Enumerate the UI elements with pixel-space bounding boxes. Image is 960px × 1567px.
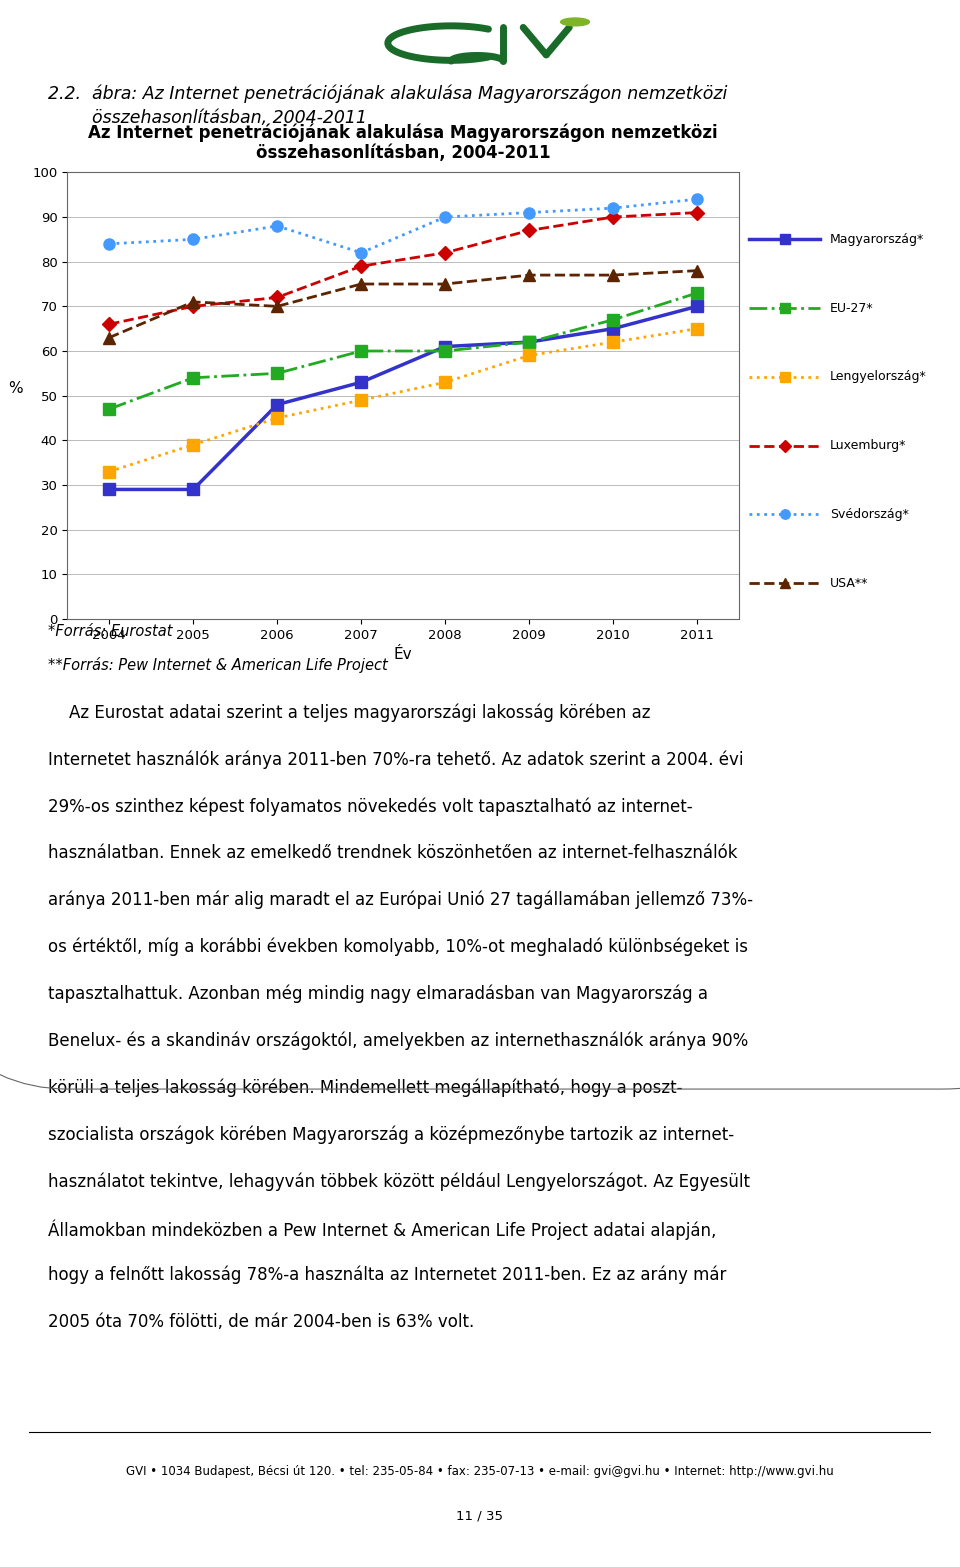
Text: körüli a teljes lakosság körében. Mindemellett megállapítható, hogy a poszt-: körüli a teljes lakosság körében. Mindem… [48,1078,683,1097]
Line: Luxemburg*: Luxemburg* [105,208,702,329]
USA** [440,274,451,293]
Lengyelország* [104,462,115,481]
Svédország* [272,216,283,235]
Lengyelország* [440,373,451,392]
Lengyelország* [187,436,199,454]
Magyarország* [104,480,115,498]
Text: 11 / 35: 11 / 35 [457,1511,503,1523]
Text: 2.2.  ábra: Az Internet penetrációjának alakulása Magyarországon nemzetközi
    : 2.2. ábra: Az Internet penetrációjának a… [48,85,728,127]
Text: EU-27*: EU-27* [829,301,874,315]
Text: *Forrás: Eurostat: *Forrás: Eurostat [48,624,173,639]
Circle shape [561,17,589,25]
Text: **Forrás: Pew Internet & American Life Project: **Forrás: Pew Internet & American Life P… [48,657,388,672]
EU-27* [104,400,115,418]
Lengyelország* [691,320,703,338]
USA** [187,293,199,312]
USA** [272,298,283,317]
Line: USA**: USA** [104,265,703,343]
Text: Luxemburg*: Luxemburg* [829,439,906,453]
Magyarország* [440,337,451,356]
Lengyelország* [355,390,367,409]
Title: Az Internet penetrációjának alakulása Magyarországon nemzetközi
összehasonlításb: Az Internet penetrációjának alakulása Ma… [88,124,718,163]
Text: Svédország*: Svédország* [829,508,909,520]
Text: 2005 óta 70% fölötti, de már 2004-ben is 63% volt.: 2005 óta 70% fölötti, de már 2004-ben is… [48,1313,474,1330]
Luxemburg* [440,243,451,262]
Text: GVI • 1034 Budapest, Bécsi út 120. • tel: 235-05-84 • fax: 235-07-13 • e-mail: g: GVI • 1034 Budapest, Bécsi út 120. • tel… [126,1465,834,1478]
Svédország* [691,190,703,208]
Text: 29%-os szinthez képest folyamatos növekedés volt tapasztalható az internet-: 29%-os szinthez képest folyamatos növeke… [48,798,692,815]
Luxemburg* [355,257,367,276]
USA** [355,274,367,293]
Line: Lengyelország*: Lengyelország* [104,323,703,476]
Text: USA**: USA** [829,577,868,589]
Text: Benelux- és a skandináv országoktól, amelyekben az internethasználók aránya 90%: Benelux- és a skandináv országoktól, ame… [48,1031,748,1050]
Svédország* [440,207,451,226]
Text: Lengyelország*: Lengyelország* [829,370,926,384]
Svédország* [523,204,535,223]
Text: használatban. Ennek az emelkedő trendnek köszönhetően az internet-felhasználók: használatban. Ennek az emelkedő trendnek… [48,845,737,862]
Text: Államokban mindeközben a Pew Internet & American Life Project adatai alapján,: Államokban mindeközben a Pew Internet & … [48,1219,716,1239]
Magyarország* [355,373,367,392]
USA** [608,266,619,285]
Text: hogy a felnőtt lakosság 78%-a használta az Internetet 2011-ben. Ez az arány már: hogy a felnőtt lakosság 78%-a használta … [48,1266,727,1285]
Magyarország* [187,480,199,498]
Text: Magyarország*: Magyarország* [829,233,924,246]
Line: Magyarország*: Magyarország* [104,301,703,495]
EU-27* [272,364,283,382]
Line: Svédország*: Svédország* [104,194,703,259]
Lengyelország* [272,409,283,428]
Luxemburg* [691,204,703,223]
Svédország* [187,230,199,249]
EU-27* [608,310,619,329]
Lengyelország* [608,332,619,351]
EU-27* [691,284,703,302]
Luxemburg* [272,288,283,307]
Svédország* [355,243,367,262]
Magyarország* [523,332,535,351]
USA** [523,266,535,285]
Text: használatot tekintve, lehagyván többek között például Lengyelországot. Az Egyesü: használatot tekintve, lehagyván többek k… [48,1172,750,1191]
Y-axis label: %: % [9,381,23,395]
Luxemburg* [608,207,619,226]
EU-27* [355,342,367,360]
Text: aránya 2011-ben már alig maradt el az Európai Unió 27 tagállamában jellemző 73%-: aránya 2011-ben már alig maradt el az Eu… [48,890,753,909]
Lengyelország* [523,346,535,365]
Text: os értéktől, míg a korábbi években komolyabb, 10%-ot meghaladó különbségeket is: os értéktől, míg a korábbi években komol… [48,937,748,956]
Magyarország* [691,298,703,317]
Svédország* [104,235,115,254]
Luxemburg* [104,315,115,334]
X-axis label: Év: Év [394,647,413,663]
EU-27* [440,342,451,360]
Luxemburg* [187,298,199,317]
EU-27* [187,368,199,387]
Magyarország* [608,320,619,338]
Magyarország* [272,395,283,414]
USA** [104,328,115,346]
Text: szocialista országok körében Magyarország a középmezőnybe tartozik az internet-: szocialista országok körében Magyarorszá… [48,1125,734,1144]
Text: Az Eurostat adatai szerint a teljes magyarországi lakosság körében az: Az Eurostat adatai szerint a teljes magy… [48,704,651,722]
Text: tapasztalhattuk. Azonban még mindig nagy elmaradásban van Magyarország a: tapasztalhattuk. Azonban még mindig nagy… [48,984,708,1003]
USA** [691,262,703,280]
Svédország* [608,199,619,218]
Text: Internetet használók aránya 2011-ben 70%-ra tehető. Az adatok szerint a 2004. év: Internetet használók aránya 2011-ben 70%… [48,751,743,769]
EU-27* [523,332,535,351]
Luxemburg* [523,221,535,240]
Line: EU-27*: EU-27* [104,287,703,415]
